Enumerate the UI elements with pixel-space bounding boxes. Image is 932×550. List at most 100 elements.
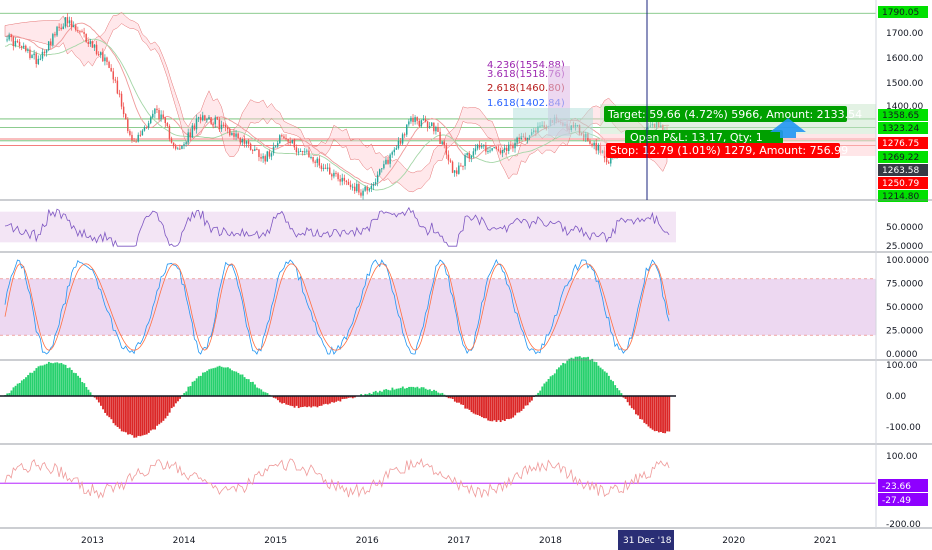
candle-body	[181, 145, 183, 149]
candle-body	[120, 93, 123, 107]
cci-pane[interactable]	[0, 457, 876, 500]
rsi-pane[interactable]	[0, 206, 676, 248]
macd-histogram-bar	[6, 393, 9, 396]
candle-body	[47, 41, 50, 51]
candle-body	[495, 147, 498, 150]
candle-body	[383, 164, 385, 169]
macd-histogram-bar	[414, 387, 417, 396]
macd-histogram-bar	[657, 396, 660, 433]
macd-histogram-bar	[666, 396, 669, 432]
candle-body	[301, 151, 304, 153]
macd-histogram-bar	[18, 382, 21, 396]
macd-histogram-bar	[433, 389, 435, 396]
macd-histogram-bar	[164, 396, 167, 419]
fib-level-label: 3.618(1518.76)	[487, 69, 565, 80]
candle-body	[195, 118, 198, 130]
macd-histogram-bar	[145, 396, 148, 435]
macd-histogram-bar	[89, 392, 92, 396]
macd-histogram-bar	[395, 388, 398, 396]
target-label: Target: 59.66 (4.72%) 5966, Amount: 2133…	[607, 108, 862, 121]
macd-histogram-bar	[72, 372, 75, 396]
macd-histogram-bar	[553, 373, 556, 396]
macd-histogram-bar	[651, 396, 654, 430]
macd-histogram-bar	[147, 396, 150, 433]
macd-histogram-bar	[152, 396, 154, 430]
candle-body	[247, 141, 250, 144]
macd-histogram-bar	[422, 387, 425, 396]
candle-body	[131, 134, 133, 141]
macd-histogram-bar	[168, 396, 171, 413]
candle-body	[133, 140, 135, 142]
price-tag-label: 1358.65	[882, 111, 919, 121]
macd-histogram-bar	[106, 396, 109, 416]
stochastic-pane[interactable]	[0, 259, 876, 355]
macd-histogram-bar	[655, 396, 658, 432]
candle-body	[274, 146, 277, 148]
macd-histogram-bar	[135, 396, 138, 438]
macd-histogram-bar	[235, 371, 238, 396]
macd-histogram-bar	[391, 387, 394, 396]
macd-histogram-bar	[8, 393, 11, 396]
candle-body	[224, 125, 227, 128]
candle-body	[256, 149, 258, 151]
candle-body	[451, 161, 454, 173]
candle-body	[235, 133, 237, 137]
macd-histogram-bar	[420, 387, 423, 396]
macd-histogram-bar	[120, 396, 123, 432]
macd-histogram-bar	[466, 396, 469, 409]
macd-histogram-bar	[29, 372, 32, 396]
macd-histogram-bar	[560, 365, 562, 396]
candle-body	[453, 170, 456, 173]
candle-body	[372, 184, 375, 186]
macd-histogram-bar	[524, 396, 527, 406]
candle-body	[312, 157, 314, 162]
candle-body	[114, 79, 117, 81]
macd-histogram-bar	[595, 362, 598, 396]
candle-body	[424, 118, 427, 122]
macd-histogram-bar	[537, 392, 540, 396]
macd-histogram-bar	[558, 367, 560, 396]
macd-histogram-bar	[127, 396, 129, 435]
macd-histogram-bar	[522, 396, 525, 409]
candle-body	[329, 167, 331, 175]
macd-histogram-bar	[162, 396, 165, 421]
candle-body	[56, 26, 58, 36]
macd-histogram-bar	[428, 389, 431, 396]
candle-body	[508, 144, 510, 151]
candle-body	[139, 134, 142, 136]
macd-histogram-bar	[174, 396, 177, 404]
candle-body	[208, 117, 210, 119]
candle-body	[216, 117, 219, 120]
macd-histogram-bar	[177, 396, 179, 402]
macd-pane[interactable]	[0, 356, 676, 438]
candle-body	[199, 117, 202, 121]
macd-histogram-bar	[97, 396, 100, 403]
macd-histogram-bar	[206, 370, 209, 396]
candle-body	[349, 184, 352, 187]
macd-histogram-bar	[426, 389, 429, 396]
price-tag-box	[878, 137, 928, 149]
candle-body	[79, 31, 81, 33]
candle-body	[16, 41, 19, 43]
candle-body	[491, 148, 493, 151]
candle-body	[12, 37, 15, 46]
time-axis-label: 2015	[264, 536, 287, 546]
candle-body	[166, 122, 169, 127]
candle-body	[364, 186, 366, 191]
candle-body	[50, 41, 52, 45]
candle-body	[227, 127, 229, 130]
macd-histogram-bar	[424, 388, 427, 396]
macd-histogram-bar	[25, 377, 27, 396]
fib-zone	[513, 108, 593, 138]
macd-histogram-bar	[64, 364, 67, 396]
macd-histogram-bar	[189, 386, 192, 396]
macd-histogram-bar	[543, 383, 546, 396]
macd-histogram-bar	[439, 393, 442, 396]
macd-histogram-bar	[214, 367, 217, 396]
candle-body	[401, 134, 404, 144]
macd-histogram-bar	[389, 390, 392, 396]
macd-histogram-bar	[324, 396, 327, 404]
candle-body	[514, 142, 516, 149]
